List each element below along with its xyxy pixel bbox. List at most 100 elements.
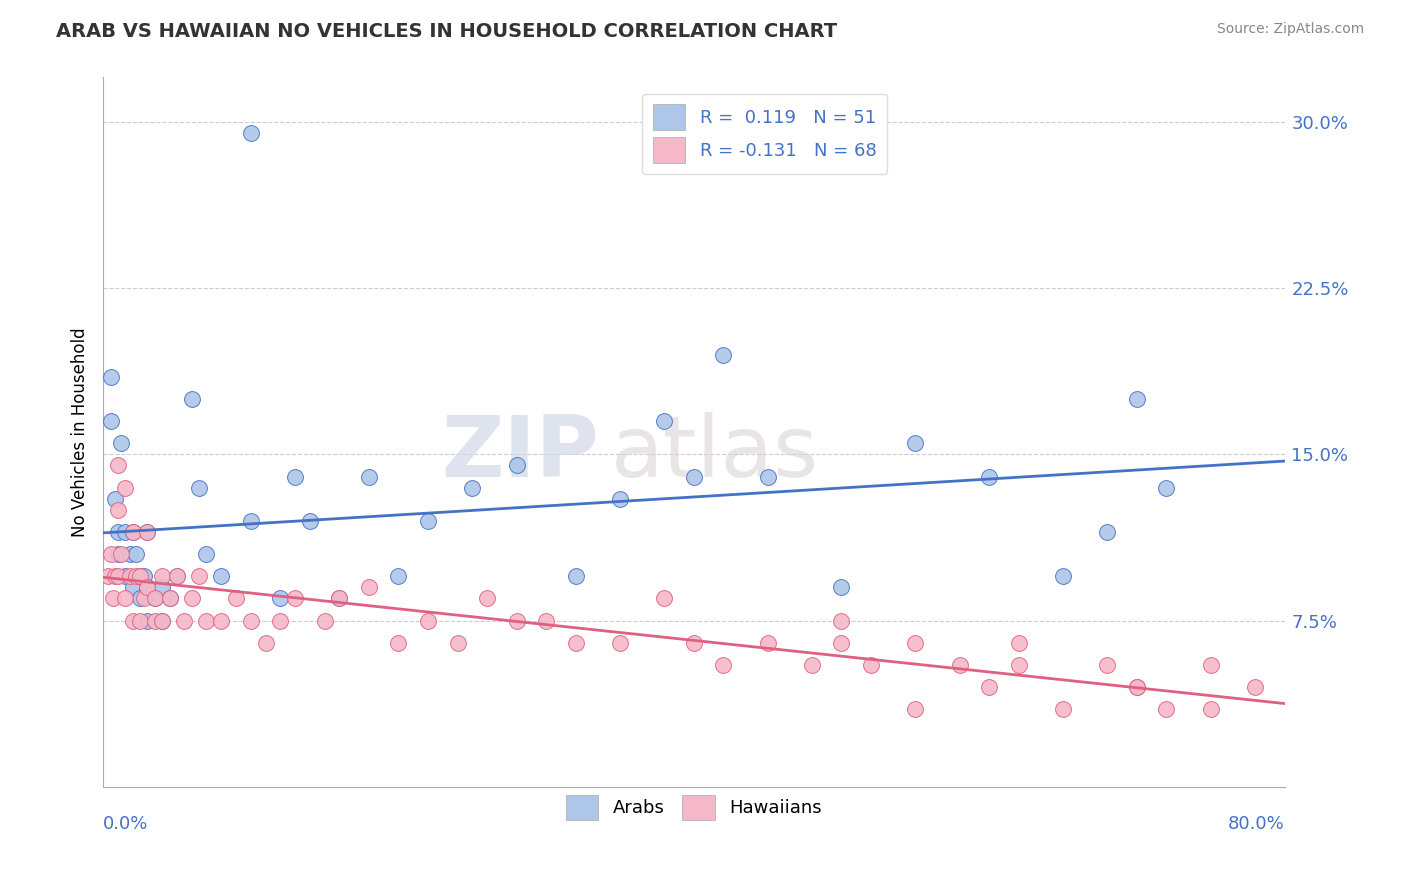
Point [1097, 657, 1119, 672]
Point [328, 591, 350, 606]
Point [107, 524, 129, 539]
Point [904, 702, 927, 716]
Point [416, 614, 439, 628]
Point [652, 414, 675, 428]
Point [225, 591, 247, 606]
Text: 80.0%: 80.0% [1227, 815, 1285, 833]
Point [756, 636, 779, 650]
Point [107, 458, 129, 473]
Point [1199, 702, 1222, 716]
Point [121, 614, 143, 628]
Point [118, 569, 141, 583]
Point [860, 657, 883, 672]
Text: ARAB VS HAWAIIAN NO VEHICLES IN HOUSEHOLD CORRELATION CHART: ARAB VS HAWAIIAN NO VEHICLES IN HOUSEHOL… [56, 22, 838, 41]
Point [756, 469, 779, 483]
Point [1097, 524, 1119, 539]
Point [564, 636, 586, 650]
Point [800, 657, 823, 672]
Point [830, 581, 852, 595]
Point [239, 126, 262, 140]
Point [110, 436, 132, 450]
Text: 0.0%: 0.0% [103, 815, 149, 833]
Point [505, 614, 527, 628]
Point [387, 636, 409, 650]
Point [150, 581, 173, 595]
Point [121, 524, 143, 539]
Point [1008, 636, 1031, 650]
Point [114, 591, 136, 606]
Point [239, 614, 262, 628]
Point [124, 569, 146, 583]
Point [129, 569, 152, 583]
Point [269, 591, 291, 606]
Point [446, 636, 468, 650]
Point [830, 614, 852, 628]
Point [1126, 392, 1149, 406]
Point [609, 636, 631, 650]
Point [129, 569, 152, 583]
Point [534, 614, 557, 628]
Point [136, 581, 159, 595]
Point [143, 591, 166, 606]
Point [166, 569, 188, 583]
Point [682, 636, 704, 650]
Point [104, 491, 127, 506]
Point [124, 547, 146, 561]
Point [1199, 657, 1222, 672]
Point [1244, 680, 1267, 694]
Point [1126, 680, 1149, 694]
Point [150, 614, 173, 628]
Point [1126, 680, 1149, 694]
Point [110, 547, 132, 561]
Text: ZIP: ZIP [441, 412, 599, 495]
Point [121, 524, 143, 539]
Point [904, 436, 927, 450]
Point [357, 581, 380, 595]
Point [159, 591, 181, 606]
Point [209, 569, 232, 583]
Point [254, 636, 277, 650]
Point [114, 524, 136, 539]
Point [118, 547, 141, 561]
Point [150, 614, 173, 628]
Point [188, 569, 211, 583]
Point [1156, 481, 1178, 495]
Point [904, 636, 927, 650]
Point [129, 614, 152, 628]
Point [143, 591, 166, 606]
Point [188, 481, 211, 495]
Point [103, 591, 125, 606]
Point [107, 503, 129, 517]
Point [107, 547, 129, 561]
Point [314, 614, 336, 628]
Point [357, 469, 380, 483]
Point [830, 636, 852, 650]
Point [121, 581, 143, 595]
Y-axis label: No Vehicles in Household: No Vehicles in Household [72, 327, 89, 537]
Point [97, 569, 120, 583]
Point [195, 614, 218, 628]
Point [166, 569, 188, 583]
Point [104, 569, 127, 583]
Point [1052, 569, 1074, 583]
Point [979, 469, 1001, 483]
Point [949, 657, 972, 672]
Point [114, 569, 136, 583]
Point [107, 569, 129, 583]
Point [269, 614, 291, 628]
Point [239, 514, 262, 528]
Point [100, 547, 122, 561]
Point [461, 481, 484, 495]
Point [1052, 702, 1074, 716]
Point [505, 458, 527, 473]
Point [711, 657, 734, 672]
Point [564, 569, 586, 583]
Point [100, 414, 122, 428]
Point [150, 569, 173, 583]
Point [284, 591, 307, 606]
Point [100, 369, 122, 384]
Point [609, 491, 631, 506]
Point [136, 581, 159, 595]
Point [209, 614, 232, 628]
Point [180, 392, 202, 406]
